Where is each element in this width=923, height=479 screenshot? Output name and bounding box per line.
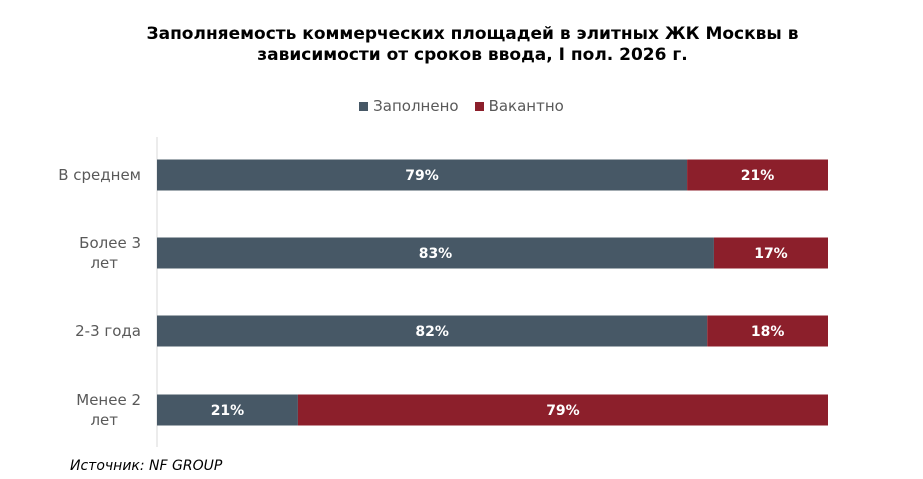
source-note: Источник: NF GROUP bbox=[70, 458, 223, 474]
legend-swatch-filled bbox=[359, 101, 369, 111]
data-label: 79% bbox=[546, 403, 580, 419]
bar-filled bbox=[157, 237, 714, 269]
data-label: 17% bbox=[754, 246, 788, 262]
category-label: Более 3 лет bbox=[79, 234, 141, 272]
data-label: 21% bbox=[741, 168, 775, 184]
legend-item-filled: Заполнено bbox=[359, 97, 459, 115]
data-label: 82% bbox=[415, 324, 449, 340]
legend-label-filled: Заполнено bbox=[373, 97, 459, 115]
bar-vacant bbox=[713, 237, 828, 269]
category-label: 2-3 года bbox=[75, 322, 141, 340]
legend: Заполнено Вакантно bbox=[0, 97, 923, 115]
bar-filled bbox=[157, 159, 688, 191]
data-label: 79% bbox=[405, 168, 439, 184]
data-label: 18% bbox=[751, 324, 785, 340]
data-label: 83% bbox=[419, 246, 453, 262]
legend-swatch-vacant bbox=[474, 101, 484, 111]
bar-vacant bbox=[687, 159, 828, 191]
bar-filled bbox=[157, 315, 708, 347]
legend-label-vacant: Вакантно bbox=[488, 97, 564, 115]
data-label: 21% bbox=[211, 403, 245, 419]
bar-filled bbox=[157, 394, 298, 426]
bar-vacant bbox=[297, 394, 828, 426]
category-label: В среднем bbox=[58, 166, 141, 184]
bar-vacant bbox=[707, 315, 828, 347]
category-label: Менее 2 лет bbox=[76, 391, 141, 429]
chart-title: Заполняемость коммерческих площадей в эл… bbox=[146, 24, 799, 65]
legend-item-vacant: Вакантно bbox=[474, 97, 564, 115]
